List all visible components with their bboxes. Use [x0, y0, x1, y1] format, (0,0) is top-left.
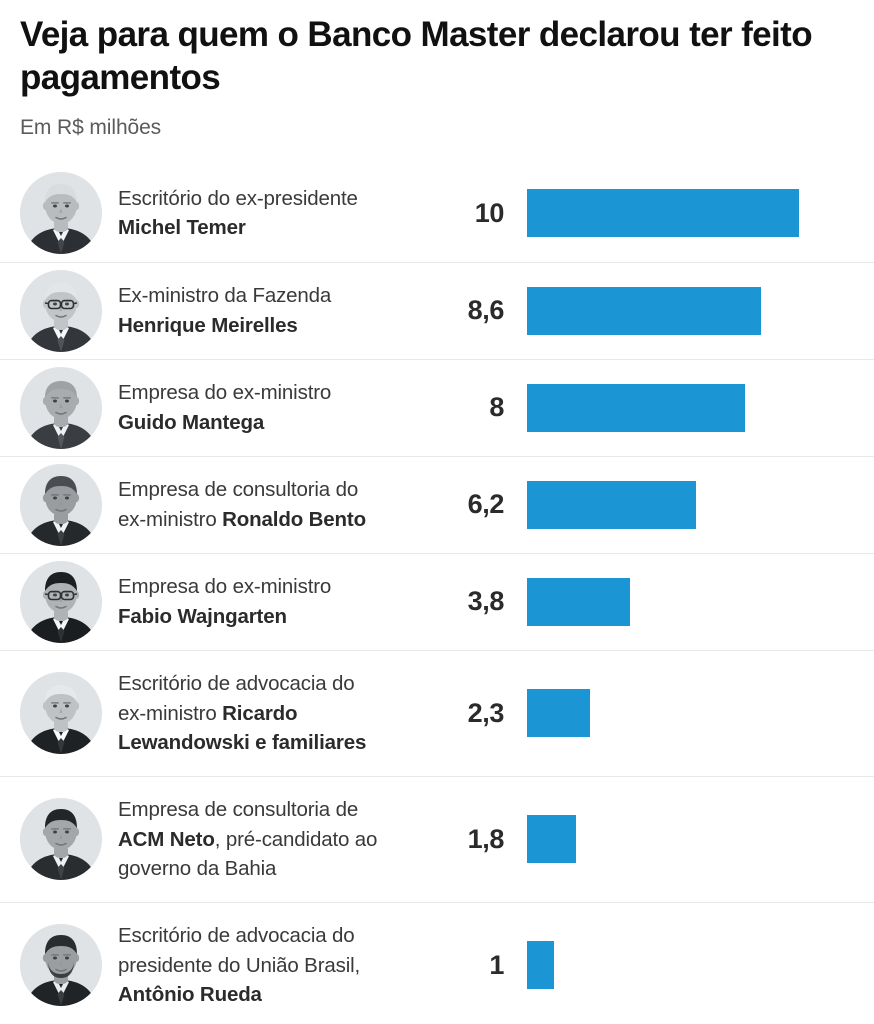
row-label-line: Empresa de consultoria de [118, 795, 434, 824]
row-label-acm-neto: Empresa de consultoria de ACM Neto, pré-c… [118, 795, 440, 882]
avatar-ricardo-lewandowski [20, 672, 102, 755]
bar-value-label-guido-mantega: 8 [489, 392, 504, 423]
avatar-antonio-rueda [20, 924, 102, 1007]
table-row: Empresa de consultoria do ex-ministro Ron… [0, 455, 874, 553]
row-label-text: Escritório do ex-presidente [118, 186, 358, 210]
bar-value-label-henrique-meirelles: 8,6 [467, 295, 505, 326]
table-row: Empresa do ex-ministro Fabio Wajngarten 3,… [0, 552, 874, 650]
table-row: Empresa de consultoria de ACM Neto, pré-c… [0, 775, 874, 902]
row-label-ricardo-lewandowski: Escritório de advocacia do ex-ministro Ri… [118, 669, 440, 756]
row-label-text: Escritório de advocacia do [118, 924, 355, 948]
row-label-line: Empresa de consultoria do [118, 475, 434, 504]
avatar-fabio-wajngarten [20, 560, 102, 643]
row-label-text: Empresa de consultoria de [118, 798, 359, 822]
row-label-text: governo da Bahia [118, 856, 277, 880]
row-label-line: presidente do União Brasil, [118, 951, 434, 980]
row-label-text: , pré-candidato ao [214, 827, 378, 851]
row-label-line: Lewandowski e familiares [118, 728, 434, 757]
avatar-guido-mantega [20, 366, 102, 449]
row-label-fabio-wajngarten: Empresa do ex-ministro Fabio Wajngarten [118, 572, 440, 630]
row-label-line: governo da Bahia [118, 854, 434, 883]
bar-chart-rows: Escritório do ex-presidente Michel Temer 1… [0, 165, 874, 1024]
person-name: Ronaldo Bento [222, 507, 366, 531]
bar-track [527, 286, 860, 335]
avatar-ronaldo-bento [20, 463, 102, 546]
row-label-line: Escritório de advocacia do [118, 921, 434, 950]
row-label-antonio-rueda: Escritório de advocacia do presidente do … [118, 921, 440, 1008]
person-name: Fabio Wajngarten [118, 604, 287, 628]
row-label-line: Henrique Meirelles [118, 311, 434, 340]
bar-track [527, 577, 860, 626]
row-label-text: ex-ministro [118, 507, 223, 531]
row-label-line: Empresa do ex-ministro [118, 378, 434, 407]
row-label-text: Empresa do ex-ministro [118, 575, 332, 599]
row-label-line: Escritório de advocacia do [118, 669, 434, 698]
person-name: Antônio Rueda [118, 982, 262, 1006]
bar-value-label-ronaldo-bento: 6,2 [467, 489, 505, 520]
bar-track [527, 189, 860, 238]
bar-antonio-rueda [527, 941, 555, 990]
bar-value-label-acm-neto: 1,8 [467, 823, 505, 854]
table-row: Escritório de advocacia do ex-ministro Ri… [0, 649, 874, 776]
row-label-text: ex-ministro [118, 701, 223, 725]
row-label-line: Ex-ministro da Fazenda [118, 281, 434, 310]
person-name: Henrique Meirelles [118, 313, 298, 337]
bar-fabio-wajngarten [527, 577, 631, 626]
row-label-text: Ex-ministro da Fazenda [118, 284, 332, 308]
bar-value-label-michel-temer: 10 [474, 197, 505, 228]
bar-value-label-ricardo-lewandowski: 2,3 [467, 697, 505, 728]
row-label-line: Empresa do ex-ministro [118, 572, 434, 601]
bar-michel-temer [527, 189, 799, 238]
avatar-michel-temer [20, 172, 102, 255]
bar-henrique-meirelles [527, 286, 761, 335]
row-label-line: ACM Neto, pré-candidato ao [118, 825, 434, 854]
row-label-text: presidente do União Brasil, [118, 953, 361, 977]
person-name: Ricardo [222, 701, 298, 725]
bar-track [527, 815, 860, 864]
bar-ronaldo-bento [527, 480, 696, 529]
page-title: Veja para quem o Banco Master declarou t… [20, 15, 813, 97]
avatar-acm-neto [20, 798, 102, 881]
person-name: Guido Mantega [118, 410, 265, 434]
avatar-henrique-meirelles [20, 269, 102, 352]
bar-track [527, 689, 860, 738]
row-label-line: Guido Mantega [118, 408, 434, 437]
person-name: ACM Neto [118, 827, 215, 851]
table-row: Empresa do ex-ministro Guido Mantega 8 [0, 358, 874, 456]
row-label-michel-temer: Escritório do ex-presidente Michel Temer [118, 184, 440, 242]
row-label-line: Michel Temer [118, 213, 434, 242]
chart-header: Veja para quem o Banco Master declarou t… [0, 0, 874, 141]
person-name: Lewandowski e familiares [118, 730, 367, 754]
bar-ricardo-lewandowski [527, 689, 590, 738]
bar-track [527, 480, 860, 529]
bar-value-label-antonio-rueda: 1 [489, 949, 504, 980]
table-row: Escritório do ex-presidente Michel Temer 1… [0, 165, 874, 262]
row-label-line: Fabio Wajngarten [118, 602, 434, 631]
bar-track [527, 941, 860, 990]
bar-track [527, 383, 860, 432]
row-label-line: ex-ministro Ricardo [118, 699, 434, 728]
bar-guido-mantega [527, 383, 745, 432]
row-label-line: Escritório do ex-presidente [118, 184, 434, 213]
table-row: Ex-ministro da Fazenda Henrique Meirelles… [0, 261, 874, 359]
row-label-text: Empresa de consultoria do [118, 478, 359, 502]
chart-subtitle: Em R$ milhões [20, 116, 162, 140]
bar-value-label-fabio-wajngarten: 3,8 [467, 586, 505, 617]
table-row: Escritório de advocacia do presidente do … [0, 901, 874, 1024]
row-label-ronaldo-bento: Empresa de consultoria do ex-ministro Ron… [118, 475, 440, 533]
bar-acm-neto [527, 815, 576, 864]
row-label-guido-mantega: Empresa do ex-ministro Guido Mantega [118, 378, 440, 436]
row-label-text: Empresa do ex-ministro [118, 381, 332, 405]
row-label-text: Escritório de advocacia do [118, 672, 355, 696]
row-label-line: ex-ministro Ronaldo Bento [118, 505, 434, 534]
person-name: Michel Temer [118, 216, 246, 240]
row-label-line: Antônio Rueda [118, 980, 434, 1009]
row-label-henrique-meirelles: Ex-ministro da Fazenda Henrique Meirelles [118, 281, 440, 339]
